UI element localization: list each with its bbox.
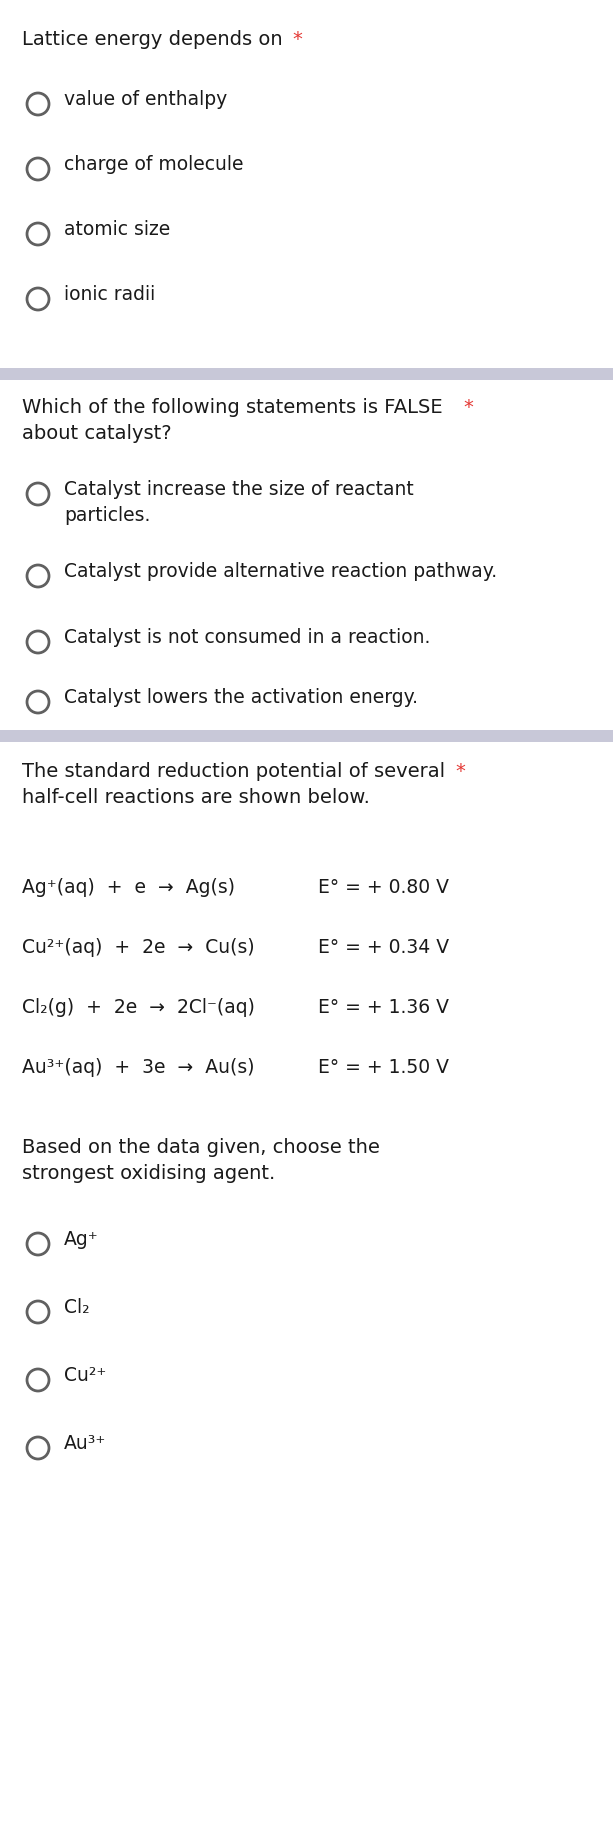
Text: value of enthalpy: value of enthalpy xyxy=(64,90,227,109)
Text: *: * xyxy=(463,398,473,416)
Text: Cu²⁺(aq)  +  2e  →  Cu(s): Cu²⁺(aq) + 2e → Cu(s) xyxy=(22,938,254,958)
Text: *: * xyxy=(455,763,465,781)
Text: Based on the data given, choose the: Based on the data given, choose the xyxy=(22,1138,380,1157)
Text: Cl₂(g)  +  2e  →  2Cl⁻(aq): Cl₂(g) + 2e → 2Cl⁻(aq) xyxy=(22,998,255,1017)
Text: E° = + 0.80 V: E° = + 0.80 V xyxy=(318,879,449,897)
Text: The standard reduction potential of several: The standard reduction potential of seve… xyxy=(22,763,445,781)
Text: Cl₂: Cl₂ xyxy=(64,1299,89,1317)
Text: Which of the following statements is FALSE: Which of the following statements is FAL… xyxy=(22,398,443,416)
Text: strongest oxidising agent.: strongest oxidising agent. xyxy=(22,1164,275,1183)
Text: E° = + 1.36 V: E° = + 1.36 V xyxy=(318,998,449,1017)
Text: E° = + 1.50 V: E° = + 1.50 V xyxy=(318,1057,449,1078)
Text: Catalyst lowers the activation energy.: Catalyst lowers the activation energy. xyxy=(64,689,418,707)
Text: Au³⁺(aq)  +  3e  →  Au(s): Au³⁺(aq) + 3e → Au(s) xyxy=(22,1057,254,1078)
Text: about catalyst?: about catalyst? xyxy=(22,424,172,442)
Text: half-cell reactions are shown below.: half-cell reactions are shown below. xyxy=(22,788,370,807)
Text: Catalyst is not consumed in a reaction.: Catalyst is not consumed in a reaction. xyxy=(64,628,430,647)
Text: Catalyst increase the size of reactant
particles.: Catalyst increase the size of reactant p… xyxy=(64,481,414,525)
Bar xyxy=(0,368,613,379)
Text: Catalyst provide alternative reaction pathway.: Catalyst provide alternative reaction pa… xyxy=(64,562,497,580)
Text: atomic size: atomic size xyxy=(64,219,170,239)
Bar xyxy=(0,729,613,742)
Text: Ag⁺: Ag⁺ xyxy=(64,1230,99,1249)
Text: Ag⁺(aq)  +  e  →  Ag(s): Ag⁺(aq) + e → Ag(s) xyxy=(22,879,235,897)
Text: ionic radii: ionic radii xyxy=(64,286,155,304)
Text: Cu²⁺: Cu²⁺ xyxy=(64,1367,107,1385)
Text: Lattice energy depends on: Lattice energy depends on xyxy=(22,29,283,50)
Text: E° = + 0.34 V: E° = + 0.34 V xyxy=(318,938,449,958)
Text: charge of molecule: charge of molecule xyxy=(64,155,243,173)
Text: *: * xyxy=(292,29,302,50)
Text: Au³⁺: Au³⁺ xyxy=(64,1435,107,1453)
